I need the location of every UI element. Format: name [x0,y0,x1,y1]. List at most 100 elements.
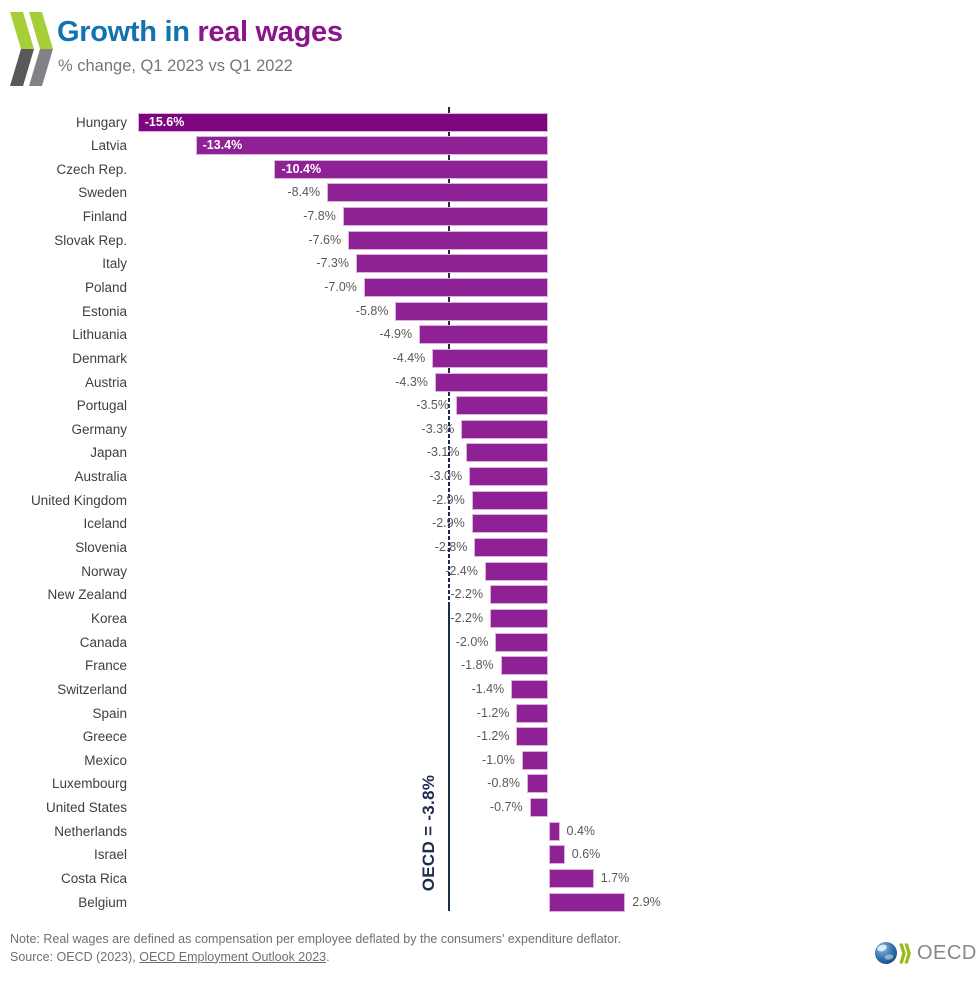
page-title: Growth in real wages [57,16,343,49]
country-label: United Kingdom [30,492,127,508]
bar [327,183,548,203]
value-label: -1.0% [482,752,515,767]
country-label: Latvia [90,138,127,154]
bar [516,703,548,723]
country-label: Belgium [78,894,127,910]
source-line: Source: OECD (2023), OECD Employment Out… [10,949,621,967]
country-label: Czech Rep. [56,161,127,177]
bar [549,821,560,841]
oecd-chevrons-logo [10,12,53,86]
country-label: Korea [90,610,127,626]
bar [500,656,548,676]
value-label: -15.6% [144,114,185,129]
bar [549,868,594,888]
value-label: -2.2% [450,587,484,602]
bar [549,845,565,865]
country-label: Canada [79,634,127,650]
bar [495,632,548,652]
country-label: Portugal [76,398,127,414]
country-label: Slovenia [75,540,127,556]
country-label: Italy [102,256,127,272]
footnote-block: Note: Real wages are defined as compensa… [10,931,621,966]
country-label: Australia [74,469,127,485]
country-label: Poland [84,279,127,295]
country-label: Netherlands [54,823,127,839]
country-label: Switzerland [57,681,127,697]
value-label: -5.8% [355,303,389,318]
country-label: Denmark [72,350,127,366]
oecd-wordmark: OECD [917,941,977,964]
value-label: -1.2% [476,705,510,720]
chevron-left [10,12,34,86]
bar [356,254,548,274]
country-label: Austria [84,374,127,390]
value-label: -1.4% [471,681,505,696]
bar [395,301,548,321]
bar [471,490,548,510]
value-label: -2.0% [455,634,489,649]
value-label: 2.9% [632,894,661,909]
country-label: Sweden [78,185,127,201]
country-label: United States [45,800,127,816]
bar [419,325,548,345]
country-label: Hungary [75,114,127,130]
country-label: Greece [82,729,127,745]
bar [274,159,548,179]
value-label: -2.9% [432,492,465,507]
bar [521,750,548,770]
value-label: -7.3% [316,256,349,271]
value-label: -13.4% [202,138,243,153]
country-label: Finland [82,209,127,225]
bar [484,561,548,581]
value-label: -4.3% [395,374,428,389]
globe-chevrons [899,943,911,964]
country-label: Luxembourg [51,776,127,792]
oecd-average-line-bottom [448,602,450,911]
bar [195,136,548,156]
bar [469,467,548,487]
country-label: Mexico [84,752,127,768]
value-label: -1.8% [461,658,494,673]
bar [434,372,548,392]
bar [342,207,548,227]
value-label: -8.4% [287,185,321,200]
value-label: -0.7% [489,800,523,815]
oecd-average-label: OECD = -3.8% [419,774,438,892]
value-label: -2.9% [432,516,465,531]
oecd-average-line-middle [448,392,450,602]
value-label: -2.8% [434,540,468,555]
bar [461,419,548,439]
bar [490,608,548,628]
note-line: Note: Real wages are defined as compensa… [10,932,622,946]
country-label: Spain [92,705,127,721]
value-label: -0.8% [487,776,520,791]
country-label: Japan [90,445,127,461]
value-label: -2.2% [450,610,484,625]
country-label: Iceland [83,516,127,532]
bar [529,798,548,818]
country-label: New Zealand [47,587,127,603]
country-label: Norway [81,563,127,579]
source-suffix: . [326,949,330,964]
bar [363,277,548,297]
value-label: 0.4% [566,823,596,838]
value-label: 1.7% [600,870,630,885]
bar [137,112,548,132]
bar [348,230,548,250]
value-label: -3.1% [426,445,460,460]
title-part-2: real wages [189,16,343,48]
country-label: Costa Rica [60,870,127,886]
bar [432,348,548,368]
value-label: -3.5% [416,398,449,413]
source-link[interactable]: OECD Employment Outlook 2023 [139,949,327,964]
value-label: -4.4% [392,350,426,365]
bar-chart: OECD = -3.8% Hungary -15.6% Latvia -13.4% Cz… [30,107,661,912]
bar [471,514,548,534]
chart-subtitle: % change, Q1 2023 vs Q1 2022 [58,57,293,75]
value-label: 0.6% [571,847,601,862]
country-label: Slovak Rep. [54,232,127,248]
oecd-logo-bottom: OECD [874,938,977,968]
bar [526,774,548,794]
bar [516,727,548,747]
